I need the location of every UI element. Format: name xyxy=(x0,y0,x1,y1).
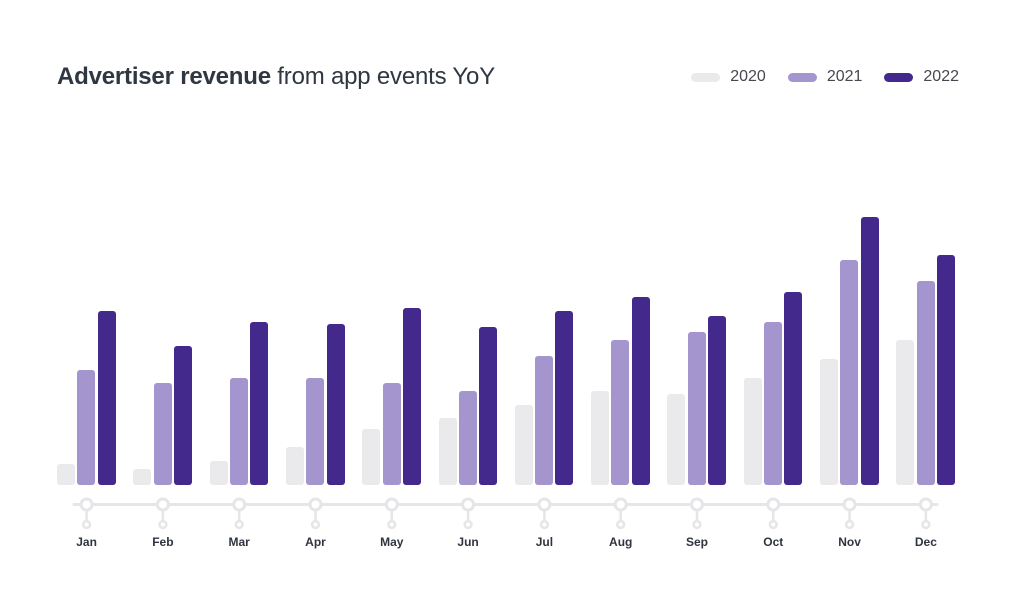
bar-2021-aug[interactable] xyxy=(611,340,630,485)
bar-2022-aug[interactable] xyxy=(631,297,650,485)
legend-item-2020[interactable]: 2020 xyxy=(691,68,766,86)
bar-2021-oct[interactable] xyxy=(764,322,782,485)
bar-2020-may[interactable] xyxy=(362,429,381,485)
bar-2022-jul[interactable] xyxy=(555,311,574,485)
chart-title-regular: from app events YoY xyxy=(270,63,495,90)
legend-item-2022[interactable]: 2022 xyxy=(884,68,959,86)
bar-2021-feb[interactable] xyxy=(153,383,172,485)
bar-2021-dec[interactable] xyxy=(916,281,935,485)
bar-2021-nov[interactable] xyxy=(840,260,859,485)
bar-2020-apr[interactable] xyxy=(285,447,304,485)
legend-label-2022: 2022 xyxy=(923,68,959,85)
bar-2020-aug[interactable] xyxy=(591,391,610,485)
bar-2022-sep[interactable] xyxy=(708,316,726,485)
bar-2020-jun[interactable] xyxy=(438,418,457,485)
legend: 2020 2021 2022 xyxy=(691,68,959,86)
bar-2020-nov[interactable] xyxy=(820,359,838,485)
bar-2020-sep[interactable] xyxy=(667,394,686,485)
bar-2022-apr[interactable] xyxy=(326,324,345,485)
bar-2020-dec[interactable] xyxy=(896,340,915,485)
bar-2022-nov[interactable] xyxy=(860,217,879,485)
bar-2020-oct[interactable] xyxy=(743,378,762,485)
bar-2021-jun[interactable] xyxy=(458,391,477,485)
chart-title: Advertiser revenue from app events YoY xyxy=(57,62,495,92)
bar-2020-feb[interactable] xyxy=(133,469,152,485)
bar-2022-jun[interactable] xyxy=(479,327,498,485)
legend-item-2021[interactable]: 2021 xyxy=(787,68,863,86)
legend-label-2021: 2021 xyxy=(826,68,863,85)
bar-2022-oct[interactable] xyxy=(784,292,803,485)
bar-2021-jul[interactable] xyxy=(535,356,554,485)
bar-2021-apr[interactable] xyxy=(306,378,325,485)
bar-2020-mar[interactable] xyxy=(209,461,228,485)
bar-2022-dec[interactable] xyxy=(936,255,955,485)
bar-2020-jan[interactable] xyxy=(57,464,75,485)
bar-2022-feb[interactable] xyxy=(173,346,192,485)
bar-2021-sep[interactable] xyxy=(687,332,706,485)
bar-2020-jul[interactable] xyxy=(514,405,533,485)
bar-2021-jan[interactable] xyxy=(77,370,96,485)
legend-swatch-2021-icon xyxy=(787,72,817,82)
legend-label-2020: 2020 xyxy=(730,68,766,85)
chart-title-bold: Advertiser revenue xyxy=(57,63,271,90)
bar-2022-may[interactable] xyxy=(402,308,421,485)
legend-swatch-2022-icon xyxy=(884,72,914,82)
legend-swatch-2020-icon xyxy=(691,72,721,82)
bar-2022-mar[interactable] xyxy=(250,322,269,485)
bar-2021-may[interactable] xyxy=(382,383,401,485)
bar-2021-mar[interactable] xyxy=(229,378,248,485)
bar-2022-jan[interactable] xyxy=(97,311,116,485)
